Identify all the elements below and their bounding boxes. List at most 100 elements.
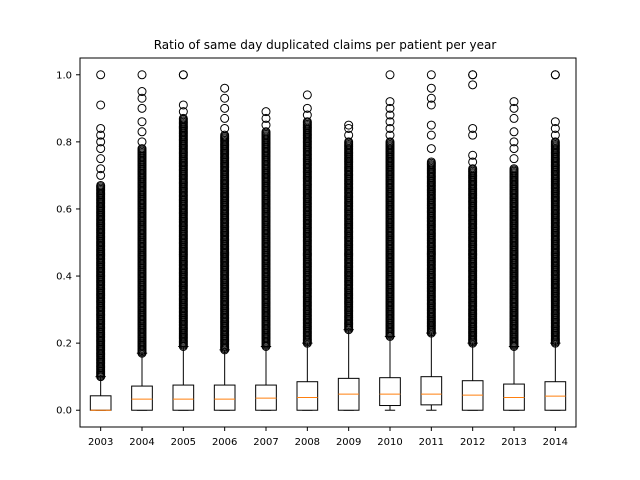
outlier-point	[509, 127, 519, 137]
y-tick-label: 0.0	[56, 406, 72, 417]
outlier-point	[426, 120, 436, 130]
box	[255, 384, 277, 411]
outlier-point	[220, 83, 230, 93]
outlier-point	[137, 144, 147, 154]
box	[131, 385, 153, 411]
outlier-point	[509, 137, 519, 147]
outlier-point	[426, 93, 436, 103]
box	[172, 384, 195, 411]
box-group	[172, 70, 195, 411]
outlier-point	[344, 130, 354, 140]
outlier-point	[96, 137, 106, 147]
box-group	[337, 120, 360, 411]
outlier-point	[344, 137, 354, 147]
outlier-point	[468, 130, 478, 140]
outlier-point	[509, 113, 519, 123]
outlier-point	[385, 103, 395, 113]
outlier-point	[220, 130, 230, 140]
outlier-point	[137, 87, 147, 97]
outlier-point	[385, 137, 395, 147]
x-tick-label: 2005	[171, 437, 196, 448]
outlier-point	[385, 117, 395, 127]
outlier-point	[96, 144, 106, 154]
outlier-point	[468, 70, 478, 80]
outlier-point	[178, 70, 188, 80]
plot-area	[89, 70, 567, 411]
outlier-point	[509, 103, 519, 113]
box	[296, 381, 319, 411]
outlier-point	[385, 130, 395, 140]
outlier-point	[96, 180, 106, 190]
outlier-point	[220, 123, 230, 133]
outlier-point	[261, 120, 271, 130]
outlier-point	[426, 100, 436, 110]
outlier-point	[96, 100, 106, 110]
outlier-point	[96, 164, 106, 174]
outlier-point	[96, 130, 106, 140]
outlier-point	[385, 110, 395, 120]
y-tick-label: 1.0	[56, 70, 72, 81]
outlier-point	[468, 157, 478, 167]
outlier-point	[550, 70, 560, 80]
box-group	[255, 107, 277, 411]
outlier-point	[137, 103, 147, 113]
outlier-point	[385, 70, 395, 80]
outlier-point	[509, 154, 519, 164]
outlier-point	[550, 123, 560, 133]
outlier-point	[509, 164, 519, 174]
box	[89, 395, 112, 411]
outlier-point	[385, 123, 395, 133]
outlier-point	[178, 100, 188, 110]
y-tick-label: 0.8	[56, 137, 72, 148]
outlier-point	[96, 154, 106, 164]
y-tick-label: 0.2	[56, 339, 72, 350]
outlier-point	[550, 117, 560, 127]
box	[379, 377, 401, 407]
outlier-point	[96, 170, 106, 180]
axes: 2003 2004 2005 2006 2007 2008 2009 2010 2011 2012…	[56, 57, 577, 448]
outlier-point	[220, 113, 230, 123]
outlier-point	[137, 117, 147, 127]
box	[213, 384, 236, 411]
outlier-point	[302, 110, 312, 120]
x-tick-label: 2011	[419, 437, 444, 448]
outlier-point	[137, 70, 147, 80]
x-tick-label: 2004	[129, 437, 154, 448]
outlier-point	[302, 117, 312, 127]
x-tick-label: 2008	[295, 437, 320, 448]
box-group	[544, 70, 567, 411]
box-group	[89, 70, 112, 411]
box-group	[420, 70, 443, 411]
x-tick-label: 2013	[501, 437, 526, 448]
outlier-point	[137, 127, 147, 137]
outlier-point	[137, 93, 147, 103]
outlier-point	[426, 70, 436, 80]
x-tick-label: 2009	[336, 437, 361, 448]
outlier-point	[220, 103, 230, 113]
outlier-point	[426, 83, 436, 93]
outlier-point	[261, 113, 271, 123]
x-tick-label: 2014	[543, 437, 568, 448]
y-tick-label: 0.6	[56, 204, 72, 215]
box-group	[461, 70, 484, 411]
outlier-point	[509, 144, 519, 154]
outlier-point	[426, 144, 436, 154]
outlier-point	[426, 157, 436, 167]
x-tick-label: 2010	[377, 437, 402, 448]
outlier-point	[344, 123, 354, 133]
chart-title: Ratio of same day duplicated claims per …	[154, 38, 497, 52]
box	[420, 376, 443, 406]
outlier-point	[261, 127, 271, 137]
x-tick-label: 2006	[212, 437, 237, 448]
box-group	[296, 90, 319, 411]
outlier-point	[468, 150, 478, 160]
outlier-point	[550, 137, 560, 147]
x-tick-label: 2012	[460, 437, 485, 448]
outlier-point	[178, 113, 188, 123]
outlier-point	[468, 123, 478, 133]
x-tick-label: 2003	[88, 437, 113, 448]
box-group	[379, 70, 401, 411]
plot-frame	[79, 57, 577, 428]
outlier-point	[509, 97, 519, 107]
